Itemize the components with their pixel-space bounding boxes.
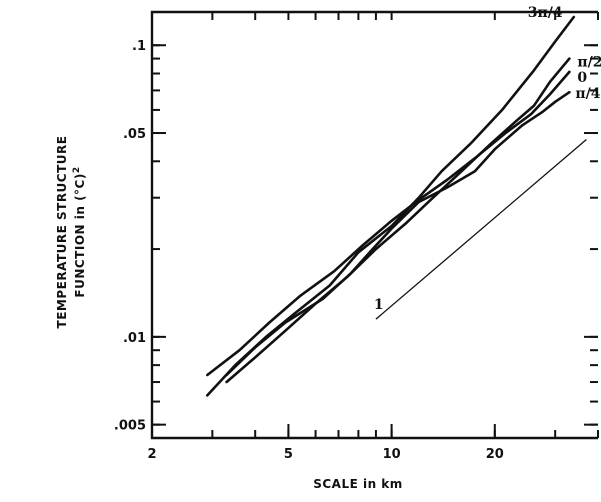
- series-line-1: [225, 57, 571, 384]
- y-tick-label: .01: [123, 331, 146, 346]
- y-axis-label-line-2-text: FUNCTION in (°C): [73, 173, 87, 297]
- x-axis-label: SCALE in km: [313, 477, 403, 491]
- series-label-1: π/2: [577, 55, 601, 71]
- y-axis-label-superscript: 2: [72, 166, 82, 173]
- y-axis-label-line-1: TEMPERATURE STRUCTURE: [55, 136, 69, 329]
- x-tick-label: 5: [284, 447, 293, 462]
- y-tick-label: .1: [132, 39, 146, 54]
- reference-line-label: 1: [374, 297, 384, 313]
- x-tick-label: 20: [486, 447, 504, 462]
- series-line-3: [225, 90, 571, 377]
- x-tick-label: 2: [147, 447, 156, 462]
- series-line-2: [206, 70, 571, 377]
- y-tick-label: .05: [123, 127, 146, 142]
- series-line-0: [206, 15, 576, 397]
- reference-line-slope-1: [375, 139, 587, 320]
- series-label-0: 3π/4: [528, 5, 563, 21]
- y-tick-label: .005: [114, 419, 146, 434]
- series-label-2: 0: [577, 70, 587, 86]
- x-axis-label-text: SCALE in km: [313, 477, 403, 491]
- series-label-3: π/4: [575, 86, 600, 102]
- x-tick-label: 10: [383, 447, 401, 462]
- y-axis-label-line-2: FUNCTION in (°C)2: [72, 166, 87, 297]
